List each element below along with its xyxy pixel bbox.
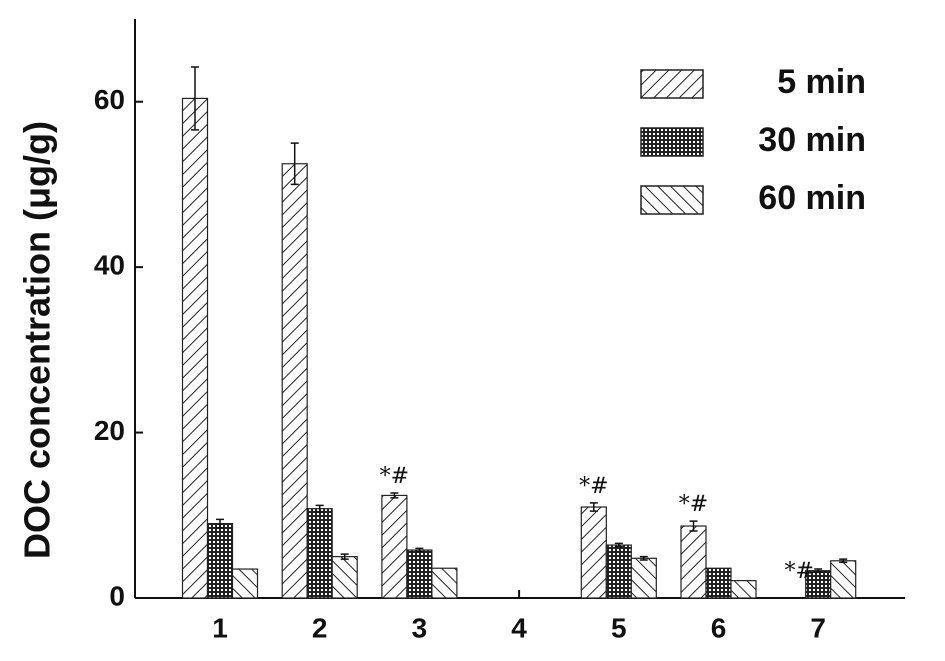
bar bbox=[680, 525, 707, 599]
x-tick-label: 3 bbox=[412, 612, 428, 643]
error-bar bbox=[839, 558, 848, 564]
error-bar bbox=[589, 502, 598, 512]
bar bbox=[431, 567, 458, 599]
bar bbox=[580, 506, 607, 599]
bar bbox=[830, 560, 857, 599]
error-bar bbox=[639, 555, 648, 561]
legend-label: 5 min bbox=[777, 63, 866, 101]
y-tick-label: 20 bbox=[94, 415, 125, 446]
annotation: *# bbox=[380, 464, 409, 489]
error-bar bbox=[689, 520, 698, 532]
bar bbox=[306, 508, 333, 599]
error-bar bbox=[614, 542, 623, 548]
x-tick-label: 5 bbox=[611, 612, 627, 643]
y-tick-label: 60 bbox=[94, 84, 125, 115]
y-tick-label: 0 bbox=[109, 580, 125, 611]
bar bbox=[206, 522, 234, 599]
legend-label: 60 min bbox=[758, 179, 866, 217]
error-bar bbox=[390, 492, 399, 499]
bar bbox=[630, 557, 657, 599]
x-tick-label: 7 bbox=[810, 612, 826, 643]
legend-swatch bbox=[640, 69, 704, 99]
annotation: *# bbox=[679, 492, 708, 517]
x-tick-label: 6 bbox=[711, 612, 727, 643]
x-tick-label: 2 bbox=[312, 612, 328, 643]
error-bar bbox=[290, 142, 299, 186]
bar bbox=[331, 556, 358, 599]
y-axis-label: DOC concentration (μg/g) bbox=[17, 121, 58, 559]
legend-swatch bbox=[640, 127, 704, 157]
bar bbox=[281, 163, 308, 599]
bar bbox=[181, 97, 209, 599]
bar bbox=[231, 568, 259, 599]
annotation: *# bbox=[579, 474, 608, 499]
y-tick-label: 40 bbox=[94, 250, 125, 281]
error-bar bbox=[191, 66, 199, 131]
legend-swatch bbox=[640, 185, 704, 215]
error-bar bbox=[415, 547, 424, 553]
annotation: *# bbox=[784, 559, 813, 584]
bar bbox=[406, 549, 433, 599]
error-bar bbox=[216, 518, 224, 529]
error-bar bbox=[340, 553, 349, 560]
bar bbox=[605, 544, 632, 599]
x-tick-label: 1 bbox=[212, 612, 228, 643]
error-bar bbox=[315, 504, 324, 513]
bar bbox=[381, 494, 408, 599]
bar bbox=[730, 580, 757, 599]
error-bar bbox=[814, 568, 823, 574]
legend-label: 30 min bbox=[758, 121, 866, 159]
x-tick-label: 4 bbox=[511, 612, 527, 643]
bar bbox=[705, 567, 732, 599]
